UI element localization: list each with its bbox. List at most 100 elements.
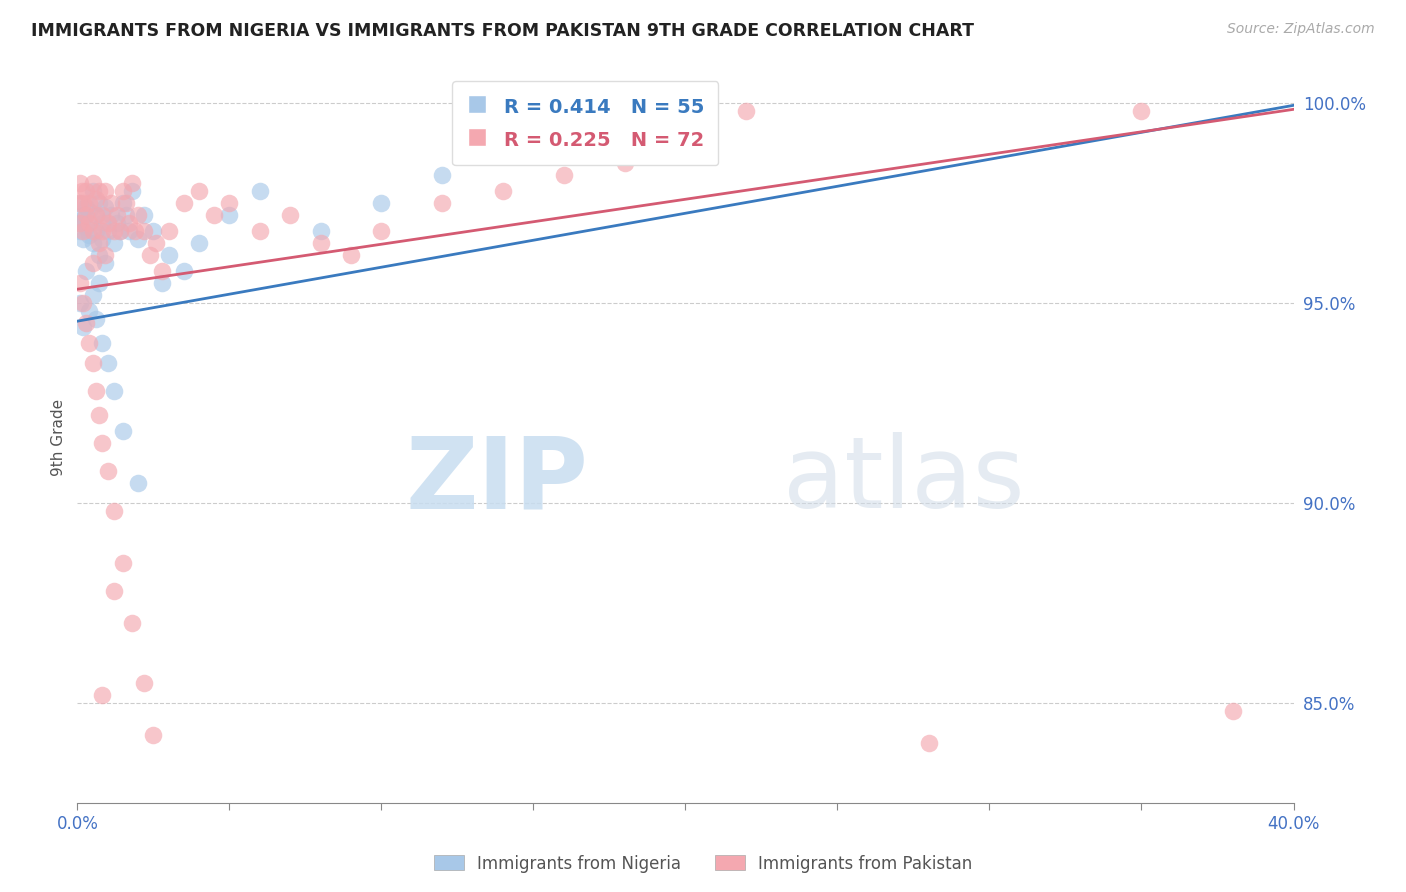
Point [90,216,112,230]
Point [93,200,115,214]
Point [70,208,93,222]
Point [82,236,104,251]
Point [75,264,97,278]
Text: IMMIGRANTS FROM NIGERIA VS IMMIGRANTS FROM PAKISTAN 9TH GRADE CORRELATION CHART: IMMIGRANTS FROM NIGERIA VS IMMIGRANTS FR… [31,22,974,40]
Point [134,676,156,690]
Point [121,184,143,198]
Point [370,196,392,211]
Point [121,615,143,630]
Point [115,208,138,222]
Point [79,216,101,230]
Point [522,116,544,130]
Point [79,196,101,211]
Point [69,176,91,190]
Point [142,224,165,238]
Point [492,184,515,198]
Point [100,208,122,222]
Point [90,208,112,222]
Point [90,336,112,351]
Point [72,224,94,238]
Point [134,208,156,222]
Point [152,276,174,290]
Point [87,196,110,211]
Point [84,312,107,326]
Point [93,256,115,270]
Point [202,208,225,222]
Point [157,248,180,262]
Point [103,224,125,238]
Point [93,184,115,198]
Point [82,224,104,238]
Point [127,208,149,222]
Point [87,184,110,198]
Point [142,728,165,742]
Point [72,232,94,246]
Point [309,224,332,238]
Point [67,196,90,211]
Point [675,136,697,151]
Point [90,224,112,238]
Point [100,196,122,211]
Point [75,184,97,198]
Point [72,320,94,334]
Point [87,248,110,262]
Point [309,236,332,251]
Point [735,104,758,119]
Point [118,224,141,238]
Point [69,276,91,290]
Point [97,216,120,230]
Point [157,224,180,238]
Point [430,169,453,183]
Point [82,288,104,302]
Point [553,128,575,143]
Legend: Immigrants from Nigeria, Immigrants from Pakistan: Immigrants from Nigeria, Immigrants from… [427,848,979,880]
Text: Source: ZipAtlas.com: Source: ZipAtlas.com [1227,22,1375,37]
Point [82,176,104,190]
Point [70,184,93,198]
Point [278,208,301,222]
Point [249,224,271,238]
Point [145,236,167,251]
Point [188,184,211,198]
Point [79,204,101,219]
Point [84,224,107,238]
Point [90,436,112,450]
Point [111,184,134,198]
Point [124,224,146,238]
Point [1130,104,1153,119]
Point [121,176,143,190]
Point [115,196,138,211]
Point [87,236,110,251]
Point [105,208,128,222]
Point [918,736,941,750]
Point [97,356,120,370]
Point [90,688,112,702]
Point [430,196,453,211]
Point [72,212,94,227]
Point [84,384,107,398]
Point [84,192,107,206]
Point [613,156,636,170]
Point [249,184,271,198]
Point [90,232,112,246]
Point [103,384,125,398]
Point [72,196,94,211]
Point [173,264,195,278]
Point [82,356,104,370]
Point [69,196,91,211]
Point [87,276,110,290]
Point [69,296,91,310]
Point [127,232,149,246]
Point [87,408,110,422]
Point [75,208,97,222]
Point [84,208,107,222]
Point [79,336,101,351]
Point [82,184,104,198]
Point [103,584,125,599]
Point [84,208,107,222]
Point [218,208,240,222]
Point [69,224,91,238]
Y-axis label: 9th Grade: 9th Grade [51,399,66,475]
Point [139,248,162,262]
Point [127,476,149,491]
